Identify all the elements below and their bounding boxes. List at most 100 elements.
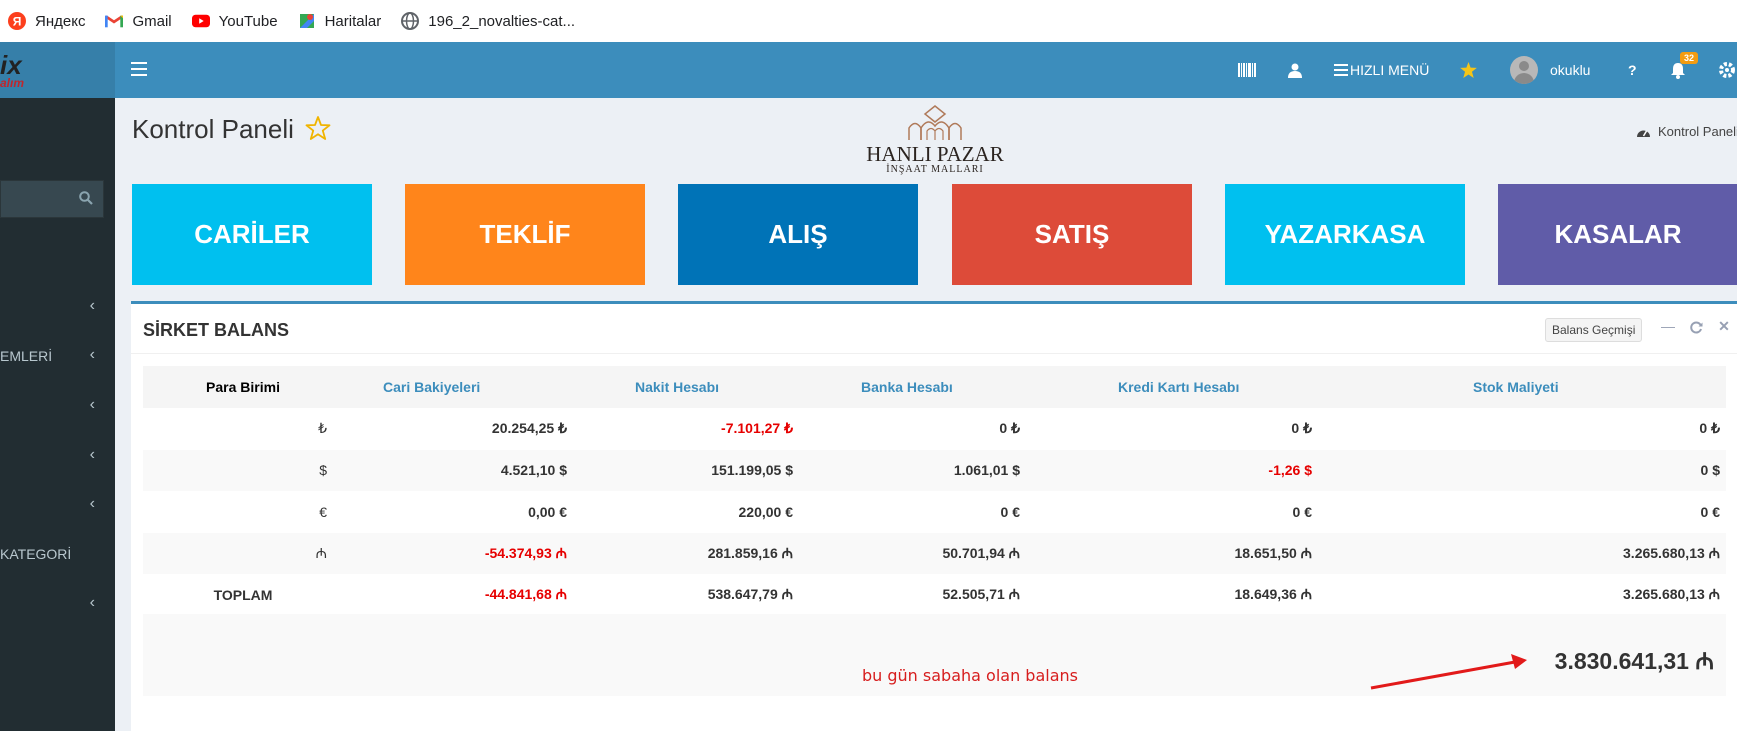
cell-cari: -54.374,93 ₼ (484, 544, 567, 561)
maps-icon (298, 12, 316, 30)
user-menu[interactable]: okuklu (1510, 42, 1590, 98)
avatar (1510, 56, 1538, 84)
yandex-icon: Я (8, 12, 26, 30)
tile-alis[interactable]: ALIŞ (678, 184, 918, 285)
cell-banka: 0 ₺ (999, 420, 1020, 437)
sidebar-item-3[interactable]: ‹ (0, 395, 115, 419)
cell-total-label: TOPLAM (213, 586, 273, 603)
sidebar-item-2[interactable]: EMLERİ ‹ (0, 346, 95, 364)
balance-history-button[interactable]: Balans Geçmişi (1545, 318, 1643, 342)
cell-stok: 0 ₺ (1699, 420, 1720, 437)
refresh-icon[interactable] (1686, 318, 1706, 340)
col-cari[interactable]: Cari Bakiyeleri (383, 379, 481, 395)
bookmark-maps[interactable]: Haritalar (298, 12, 381, 30)
cell-nakit: 151.199,05 $ (711, 462, 793, 479)
minimize-icon[interactable]: — (1661, 318, 1675, 334)
breadcrumb[interactable]: Kontrol Paneli (1636, 124, 1737, 139)
page-title: Kontrol Paneli (132, 114, 294, 144)
star-outline-icon[interactable] (305, 115, 331, 141)
brand-name: HANLI PAZAR (866, 142, 1004, 166)
cell-currency: ₺ (318, 420, 327, 437)
bookmarks-bar: Я Яндекс Gmail YouTube Haritalar 196_2_n… (0, 0, 1737, 42)
help-icon: ? (1628, 62, 1637, 78)
table-row: ₼ -54.374,93 ₼ 281.859,16 ₼ 50.701,94 ₼ … (143, 532, 1726, 574)
chevron-left-icon: ‹ (89, 495, 95, 512)
bookmark-label: YouTube (218, 12, 278, 30)
table-row: $ 4.521,10 $ 151.199,05 $ 1.061,01 $ -1,… (143, 449, 1726, 491)
sidebar-item-6[interactable]: KATEGORİ (0, 546, 72, 562)
star-icon (1460, 62, 1477, 78)
search-icon[interactable] (79, 191, 93, 205)
cell-banka: 52.505,71 ₼ (942, 586, 1020, 603)
chevron-left-icon: ‹ (89, 346, 95, 363)
sidebar-item-7[interactable]: ‹ (0, 593, 115, 617)
gears-icon (1719, 62, 1735, 78)
col-stok[interactable]: Stok Maliyeti (1473, 379, 1559, 395)
sidebar-item-1[interactable]: ‹ (0, 296, 115, 320)
chevron-left-icon: ‹ (89, 396, 95, 413)
table-total-row: TOPLAM -44.841,68 ₼ 538.647,79 ₼ 52.505,… (143, 574, 1726, 616)
help-button[interactable]: ? (1628, 42, 1637, 98)
tile-satis[interactable]: SATIŞ (952, 184, 1192, 285)
cell-banka: 0 € (1000, 503, 1020, 520)
bookmark-label: 196_2_novalties-cat... (428, 12, 576, 30)
user-icon (1288, 63, 1302, 78)
close-icon[interactable]: ✕ (1718, 318, 1730, 334)
quick-menu-button[interactable]: HIZLI MENÜ (1334, 42, 1429, 98)
company-balance-box: SİRKET BALANS Balans Geçmişi — ✕ Para Bi… (131, 301, 1737, 731)
tile-kasalar[interactable]: KASALAR (1498, 184, 1737, 285)
col-nakit[interactable]: Nakit Hesabı (635, 379, 720, 395)
tile-cariler[interactable]: CARİLER (132, 184, 372, 285)
cell-cari: 20.254,25 ₺ (491, 420, 567, 437)
logo-text: ix (0, 50, 22, 80)
cell-nakit: 281.859,16 ₼ (707, 544, 793, 561)
sidebar-search-input[interactable] (0, 180, 104, 218)
cell-nakit: 220,00 € (738, 503, 794, 520)
notifications-button[interactable]: 32 (1670, 42, 1699, 98)
cell-kredi: 0 € (1292, 503, 1312, 520)
cell-currency: ₼ (315, 544, 327, 561)
company-brand-logo: HANLI PAZAR İNŞAAT MALLARI (860, 104, 1010, 175)
tile-yazarkasa[interactable]: YAZARKASA (1225, 184, 1465, 285)
cell-cari: 4.521,10 $ (500, 462, 567, 479)
col-kredi[interactable]: Kredi Kartı Hesabı (1118, 379, 1240, 395)
chevron-left-icon: ‹ (89, 594, 95, 611)
table-row: € 0,00 € 220,00 € 0 € 0 € 0 € (143, 491, 1726, 533)
app-logo[interactable]: ix alım (0, 42, 115, 98)
user-profile-button[interactable] (1288, 42, 1302, 98)
cell-nakit: -7.101,27 ₺ (721, 420, 793, 437)
favorites-button[interactable] (1460, 42, 1477, 98)
tile-teklif[interactable]: TEKLİF (405, 184, 645, 285)
chevron-left-icon: ‹ (89, 297, 95, 314)
bookmark-yandex[interactable]: Я Яндекс (8, 12, 85, 30)
sidebar-item-5[interactable]: ‹ (0, 494, 115, 518)
globe-icon (401, 12, 420, 30)
breadcrumb-label: Kontrol Paneli (1658, 124, 1737, 139)
sidebar-toggle-button[interactable] (131, 62, 147, 76)
settings-button[interactable] (1718, 42, 1737, 98)
col-currency[interactable]: Para Birimi (206, 379, 280, 395)
dashboard-icon (1637, 130, 1650, 137)
cell-banka: 50.701,94 ₼ (942, 544, 1020, 561)
cell-stok: 3.265.680,13 ₼ (1623, 586, 1720, 603)
bookmark-label: Gmail (132, 12, 172, 30)
bookmark-youtube[interactable]: YouTube (191, 12, 278, 30)
table-header-row: Para Birimi Cari Bakiyeleri Nakit Hesabı… (143, 366, 1726, 408)
svg-text:Я: Я (13, 15, 22, 29)
top-navbar: ix alım HIZLI MENÜ okuklu ? 32 (0, 42, 1737, 98)
table-row: ₺ 20.254,25 ₺ -7.101,27 ₺ 0 ₺ 0 ₺ 0 ₺ (143, 408, 1726, 450)
brand-arches-icon (908, 105, 962, 140)
chevron-left-icon: ‹ (89, 446, 95, 463)
gmail-icon (105, 12, 124, 30)
cell-banka: 1.061,01 $ (953, 462, 1020, 479)
bookmark-gmail[interactable]: Gmail (105, 12, 172, 30)
bell-icon (1671, 62, 1685, 79)
barcode-button[interactable] (1238, 42, 1256, 98)
sidebar-item-4[interactable]: ‹ (0, 445, 115, 469)
bookmark-novalties[interactable]: 196_2_novalties-cat... (401, 12, 575, 30)
bookmark-label: Яндекс (35, 12, 86, 30)
sidebar: ‹ EMLERİ ‹ ‹ ‹ ‹ KATEGORİ ‹ (0, 98, 115, 731)
grand-total-value: 3.830.641,31 ₼ (1554, 648, 1714, 674)
col-banka[interactable]: Banka Hesabı (861, 379, 953, 395)
cell-stok: 0 € (1700, 503, 1720, 520)
